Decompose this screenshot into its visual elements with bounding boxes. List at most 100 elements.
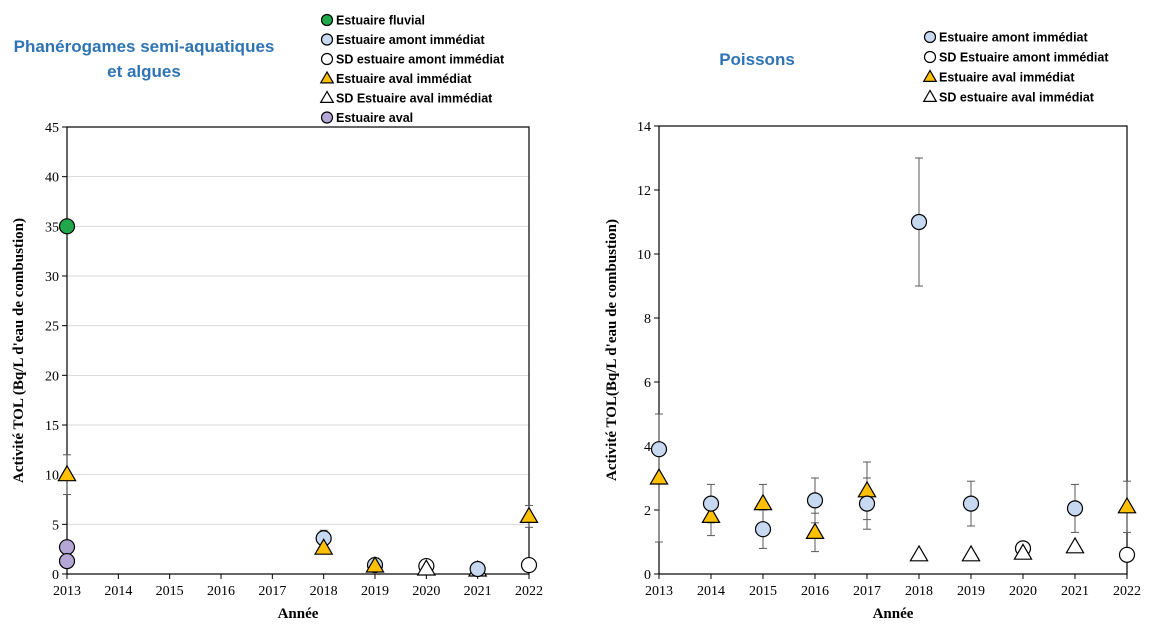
y-tick-label: 4: [644, 440, 651, 455]
chart-title-line: Poissons: [719, 50, 795, 69]
x-tick-label: 2018: [905, 584, 933, 599]
data-point: [1065, 536, 1085, 554]
y-tick-label: 45: [45, 121, 59, 136]
x-tick-label: 2019: [957, 584, 985, 599]
series-estuaire-aval-imm-diat: [649, 468, 1137, 540]
x-tick-label: 2014: [697, 584, 725, 599]
legend-label: SD estuaire aval immédiat: [939, 91, 1095, 105]
legend: Estuaire amont immédiat SD Estuaire amont…: [922, 30, 1109, 105]
legend-marker: [319, 70, 335, 84]
y-tick-label: 25: [45, 320, 59, 335]
chart-title-line: et algues: [107, 62, 181, 81]
data-point: [1013, 543, 1033, 560]
y-tick-label: 40: [45, 171, 59, 186]
y-tick-label: 5: [52, 518, 59, 533]
legend: Estuaire fluvial Estuaire amont immédiat S…: [319, 13, 505, 125]
legend-marker: [922, 89, 938, 103]
legend-label: Estuaire aval immédiat: [336, 72, 472, 86]
y-tick-label: 6: [644, 376, 651, 391]
data-point: [961, 544, 981, 562]
data-point: [469, 560, 486, 578]
y-tick-label: 30: [45, 270, 59, 285]
legend-marker: [320, 33, 334, 46]
x-axis-label: Année: [873, 606, 914, 622]
x-tick-label: 2017: [258, 584, 286, 599]
y-axis-label: Activité TOL (Bq/L d'eau de combustion): [11, 218, 27, 483]
plot-frame: [66, 126, 530, 575]
data-point: [649, 468, 669, 485]
data-point: [909, 544, 929, 562]
data-point: [754, 521, 772, 538]
data-point: [58, 552, 76, 570]
x-tick-label: 2022: [1113, 584, 1141, 599]
series-estuaire-aval-imm-diat: [57, 464, 539, 573]
y-tick-label: 12: [637, 184, 651, 199]
data-point: [702, 495, 720, 512]
legend-label: SD Estuaire amont immédiat: [939, 51, 1109, 65]
x-axis-label: Année: [278, 606, 319, 622]
y-tick-label: 15: [45, 419, 59, 434]
legend-marker: [320, 52, 334, 66]
legend-label: SD estuaire amont immédiat: [336, 53, 505, 67]
plot-frame: [658, 125, 1128, 575]
data-point: [57, 464, 77, 482]
y-tick-label: 14: [637, 120, 651, 135]
x-tick-label: 2013: [645, 584, 673, 599]
series-estuaire-fluvial: [58, 218, 76, 235]
y-axis-label: Activité TOL(Bq/L d'eau de combustion): [604, 219, 620, 481]
x-tick-label: 2019: [361, 584, 389, 599]
legend-label: Estuaire aval: [336, 111, 413, 125]
series-estuaire-aval: [58, 539, 76, 570]
y-tick-label: 20: [45, 369, 59, 384]
x-tick-label: 2018: [310, 584, 338, 599]
series-sd-estuaire-aval-imm-diat: [909, 536, 1085, 562]
legend-marker: [320, 13, 334, 27]
y-tick-label: 0: [52, 568, 59, 583]
legend-label: Estuaire amont immédiat: [336, 33, 485, 47]
legend-marker: [923, 50, 937, 64]
data-point: [805, 522, 825, 540]
legend-marker: [319, 90, 335, 104]
x-tick-label: 2016: [801, 584, 829, 599]
data-point: [416, 559, 437, 576]
x-tick-label: 2020: [1009, 584, 1037, 599]
x-tick-label: 2021: [464, 584, 492, 599]
x-tick-label: 2017: [853, 584, 881, 599]
data-point: [857, 480, 877, 498]
data-point: [701, 506, 721, 524]
data-point: [753, 493, 773, 511]
data-point: [365, 556, 385, 573]
data-point: [650, 441, 668, 458]
chart-title-line: Phanérogames semi-aquatiques: [14, 37, 275, 56]
legend-label: Estuaire fluvial: [336, 14, 425, 28]
legend-label: Estuaire aval immédiat: [939, 71, 1075, 85]
x-tick-label: 2015: [749, 584, 777, 599]
series-estuaire-amont-imm-diat: [315, 530, 486, 578]
x-tick-label: 2020: [412, 584, 440, 599]
x-tick-label: 2016: [207, 584, 235, 599]
data-point: [1117, 496, 1137, 514]
legend-marker: [922, 69, 938, 83]
data-point: [58, 539, 76, 556]
data-point: [1118, 546, 1136, 563]
data-point: [1066, 500, 1084, 517]
data-point: [58, 218, 76, 235]
data-point: [519, 506, 539, 524]
y-tick-label: 2: [644, 504, 651, 519]
x-tick-label: 2013: [53, 584, 81, 599]
series-estuaire-amont-imm-diat: [650, 213, 1084, 538]
x-tick-label: 2014: [104, 584, 132, 599]
data-point: [962, 495, 980, 512]
legend-marker: [320, 111, 334, 124]
data-point: [520, 556, 538, 574]
data-point: [313, 538, 334, 555]
data-point: [806, 492, 824, 509]
y-tick-label: 0: [644, 568, 651, 583]
y-tick-label: 10: [45, 469, 59, 484]
x-tick-label: 2021: [1061, 584, 1089, 599]
x-tick-label: 2022: [515, 584, 543, 599]
y-tick-label: 10: [637, 248, 651, 263]
chart-panel-1: Phanérogames semi-aquatiques et algues 0 5 1…: [11, 14, 543, 623]
legend-marker: [923, 30, 937, 44]
